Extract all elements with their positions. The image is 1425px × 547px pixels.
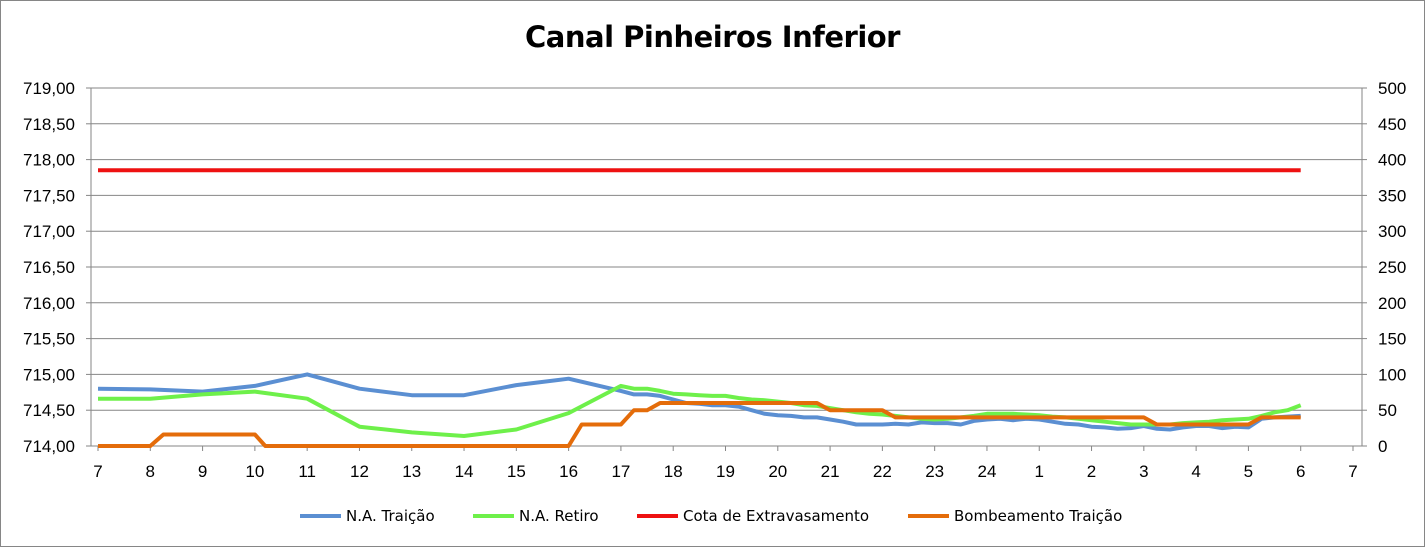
x-tick-label: 1 [1035, 462, 1044, 481]
x-tick-label: 14 [455, 462, 474, 481]
y-left-tick-label: 719,00 [23, 79, 75, 98]
x-tick-label: 6 [1296, 462, 1305, 481]
y-right-tick-label: 0 [1378, 437, 1387, 456]
x-tick-label: 9 [198, 462, 207, 481]
y-axis-right-ticks: 0 50 100 150 200 250 300 350 400 450 500 [1378, 79, 1406, 456]
legend-label: N.A. Traição [346, 507, 435, 525]
y-left-tick-label: 718,00 [23, 151, 75, 170]
x-tick-label: 15 [507, 462, 526, 481]
y-right-tick-label: 100 [1378, 365, 1406, 384]
legend-label: N.A. Retiro [519, 507, 599, 525]
y-right-tick-label: 450 [1378, 115, 1406, 134]
y-left-tick-label: 715,00 [23, 365, 75, 384]
x-tick-label: 19 [716, 462, 735, 481]
x-tick-label: 11 [298, 462, 316, 481]
x-tick-label: 7 [1348, 462, 1357, 481]
x-tick-label: 7 [93, 462, 102, 481]
x-tick-label: 20 [768, 462, 787, 481]
chart-title: Canal Pinheiros Inferior [525, 20, 900, 54]
y-right-tick-label: 50 [1378, 401, 1397, 420]
x-tick-label: 5 [1244, 462, 1253, 481]
x-tick-label: 21 [821, 462, 840, 481]
x-tick-label: 13 [402, 462, 421, 481]
y-right-tick-label: 150 [1378, 330, 1406, 349]
x-tick-label: 12 [350, 462, 369, 481]
y-left-tick-label: 715,50 [23, 330, 75, 349]
x-tick-label: 10 [245, 462, 264, 481]
y-left-tick-label: 716,50 [23, 258, 75, 277]
series-line-n-a-trai-o [97, 372, 1301, 432]
x-tick-label: 18 [664, 462, 683, 481]
x-tick-label: 4 [1191, 462, 1200, 481]
x-tick-label: 17 [611, 462, 630, 481]
legend: N.A. Traição N.A. Retiro Cota de Extravasa… [300, 507, 1122, 525]
y-right-tick-label: 300 [1378, 222, 1406, 241]
gridlines [91, 87, 1362, 411]
y-left-tick-label: 718,50 [23, 115, 75, 134]
y-right-tick-label: 350 [1378, 186, 1406, 205]
y-right-tick-label: 250 [1378, 258, 1406, 277]
series-line-bombeamento-trai-o [98, 401, 1301, 448]
series-lines [97, 168, 1302, 448]
x-tick-label: 3 [1139, 462, 1148, 481]
x-tick-label: 22 [873, 462, 892, 481]
y-left-tick-label: 714,00 [23, 437, 75, 456]
y-left-tick-label: 716,00 [23, 294, 75, 313]
legend-label: Cota de Extravasamento [683, 507, 869, 525]
y-right-tick-label: 400 [1378, 151, 1406, 170]
axes [86, 87, 1367, 451]
x-tick-label: 8 [146, 462, 155, 481]
legend-label: Bombeamento Traição [954, 507, 1122, 525]
y-left-tick-label: 717,50 [23, 186, 75, 205]
y-axis-left-ticks: 714,00 714,50 715,00 715,50 716,00 716,50 717,… [23, 79, 75, 456]
x-tick-label: 24 [977, 462, 996, 481]
x-tick-label: 16 [559, 462, 578, 481]
y-left-tick-label: 717,00 [23, 222, 75, 241]
y-right-tick-label: 200 [1378, 294, 1406, 313]
x-axis-ticks: 7 8 9 10 11 12 13 14 15 16 17 18 19 20 21 22 23 24 1 2 3 4 5 6 7 [93, 462, 1357, 481]
y-right-tick-label: 500 [1378, 79, 1406, 98]
x-tick-label: 23 [925, 462, 944, 481]
x-tick-label: 2 [1087, 462, 1096, 481]
y-left-tick-label: 714,50 [23, 401, 75, 420]
